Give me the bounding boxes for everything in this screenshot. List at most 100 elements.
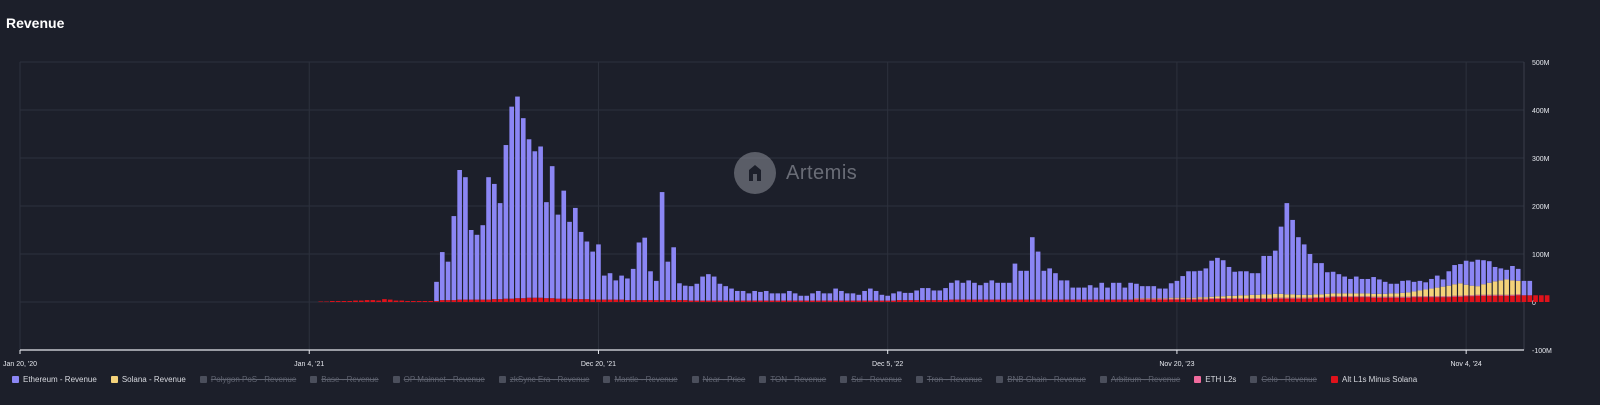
bar-solana-revenue <box>1313 294 1319 298</box>
bar-eth-l2s <box>1174 298 1180 300</box>
bar-alt-l1s-minus-solana <box>1296 298 1301 302</box>
legend-item[interactable]: zkSync Era - Revenue <box>498 375 589 384</box>
bar-alt-l1s-minus-solana <box>335 301 341 302</box>
bar-alt-l1s-minus-solana <box>925 300 931 302</box>
bar-eth-l2s <box>1475 294 1481 296</box>
bar-ethereum-revenue <box>1272 250 1278 294</box>
bar-alt-l1s-minus-solana <box>358 300 364 302</box>
legend-item[interactable]: Polygon PoS - Revenue <box>199 375 296 384</box>
legend-item[interactable]: Near - Price <box>691 375 746 384</box>
y-tick-label: 500M <box>1532 60 1550 67</box>
bar-alt-l1s-minus-solana <box>879 300 885 302</box>
bar-ethereum-revenue <box>596 244 601 300</box>
bar-ethereum-revenue <box>665 261 671 301</box>
bar-alt-l1s-minus-solana <box>827 300 833 302</box>
bar-ethereum-revenue <box>879 294 885 301</box>
bar-solana-revenue <box>1475 286 1481 295</box>
bar-solana-revenue <box>1348 293 1353 297</box>
bar-alt-l1s-minus-solana <box>497 299 503 302</box>
legend-item[interactable]: ETH L2s <box>1194 375 1236 384</box>
bar-eth-l2s <box>1515 294 1521 296</box>
bar-ethereum-revenue <box>943 288 948 301</box>
bar-ethereum-revenue <box>717 283 723 301</box>
bar-alt-l1s-minus-solana <box>1001 299 1006 302</box>
bar-alt-l1s-minus-solana <box>567 298 572 302</box>
bar-ethereum-revenue <box>1220 260 1226 297</box>
bar-solana-revenue <box>1157 298 1162 299</box>
bar-alt-l1s-minus-solana <box>746 300 752 302</box>
bar-ethereum-revenue <box>1058 280 1064 300</box>
legend-item[interactable]: Solana - Revenue <box>110 375 186 384</box>
x-tick-label: Nov 20, '23 <box>1159 361 1194 368</box>
bar-ethereum-revenue <box>688 286 694 301</box>
bar-alt-l1s-minus-solana <box>1220 299 1226 302</box>
bar-solana-revenue <box>1191 297 1197 299</box>
bar-alt-l1s-minus-solana <box>318 301 324 303</box>
legend-item[interactable]: Ethereum - Revenue <box>12 375 97 384</box>
bar-ethereum-revenue <box>1388 283 1394 294</box>
bar-alt-l1s-minus-solana <box>1082 299 1087 302</box>
bar-alt-l1s-minus-solana <box>601 299 607 302</box>
bar-alt-l1s-minus-solana <box>1191 299 1197 302</box>
legend-item[interactable]: Base - Revenue <box>310 375 379 384</box>
bar-ethereum-revenue <box>1284 203 1290 295</box>
bar-alt-l1s-minus-solana <box>1290 298 1295 302</box>
bar-alt-l1s-minus-solana <box>1232 299 1238 302</box>
legend-label: Celo - Revenue <box>1261 375 1317 384</box>
bar-ethereum-revenue <box>931 290 937 301</box>
bar-ethereum-revenue <box>1411 281 1417 292</box>
legend-item[interactable]: Mantle - Revenue <box>603 375 678 384</box>
bar-ethereum-revenue <box>1249 273 1255 295</box>
bar-eth-l2s <box>1272 297 1278 299</box>
bar-solana-revenue <box>1504 279 1509 295</box>
bar-alt-l1s-minus-solana <box>1029 299 1035 302</box>
bar-alt-l1s-minus-solana <box>1319 298 1324 302</box>
bar-alt-l1s-minus-solana <box>1475 295 1481 302</box>
bar-solana-revenue <box>1301 294 1307 298</box>
bar-alt-l1s-minus-solana <box>1278 298 1284 302</box>
legend-label: Arbitrum - Revenue <box>1110 375 1181 384</box>
bar-ethereum-revenue <box>503 145 509 299</box>
bar-solana-revenue <box>1180 297 1186 299</box>
bar-ethereum-revenue <box>983 282 989 300</box>
bar-solana-revenue <box>1232 295 1238 299</box>
artemis-watermark: Artemis <box>734 152 857 194</box>
bar-solana-revenue <box>1492 281 1498 295</box>
legend-item[interactable]: BNB Chain - Revenue <box>996 375 1086 384</box>
bar-alt-l1s-minus-solana <box>943 300 948 302</box>
bar-alt-l1s-minus-solana <box>428 301 434 302</box>
bar-ethereum-revenue <box>925 288 931 301</box>
legend-item[interactable]: Celo - Revenue <box>1250 375 1317 384</box>
bar-ethereum-revenue <box>1157 288 1162 299</box>
bar-ethereum-revenue <box>1087 285 1093 300</box>
bar-ethereum-revenue <box>815 290 821 301</box>
bar-ethereum-revenue <box>1180 276 1186 298</box>
bar-alt-l1s-minus-solana <box>463 299 468 302</box>
bar-alt-l1s-minus-solana <box>1151 299 1157 302</box>
bar-eth-l2s <box>1446 296 1452 298</box>
bar-ethereum-revenue <box>1313 263 1319 295</box>
bar-ethereum-revenue <box>1151 286 1157 299</box>
legend-item[interactable]: Tron - Revenue <box>915 375 982 384</box>
legend-item[interactable]: TON - Revenue <box>759 375 826 384</box>
bar-eth-l2s <box>1238 298 1243 300</box>
bar-eth-l2s <box>1203 298 1209 300</box>
bar-ethereum-revenue <box>1417 280 1423 291</box>
legend-item[interactable]: Arbitrum - Revenue <box>1099 375 1181 384</box>
legend-swatch <box>310 376 318 383</box>
bar-ethereum-revenue <box>740 290 746 301</box>
legend-item[interactable]: OP Mainnet - Revenue <box>392 375 485 384</box>
legend-swatch <box>840 376 848 383</box>
bar-ethereum-revenue <box>989 280 995 300</box>
bar-solana-revenue <box>1261 294 1267 299</box>
bar-alt-l1s-minus-solana <box>399 300 405 302</box>
bar-ethereum-revenue <box>792 293 798 301</box>
bar-alt-l1s-minus-solana <box>613 299 619 302</box>
bar-solana-revenue <box>1423 289 1428 297</box>
legend-item[interactable]: Sui - Revenue <box>840 375 902 384</box>
legend-label: Near - Price <box>702 375 746 384</box>
legend-item[interactable]: Alt L1s Minus Solana <box>1330 375 1417 384</box>
bar-ethereum-revenue <box>798 295 804 301</box>
bar-alt-l1s-minus-solana <box>1377 297 1382 302</box>
